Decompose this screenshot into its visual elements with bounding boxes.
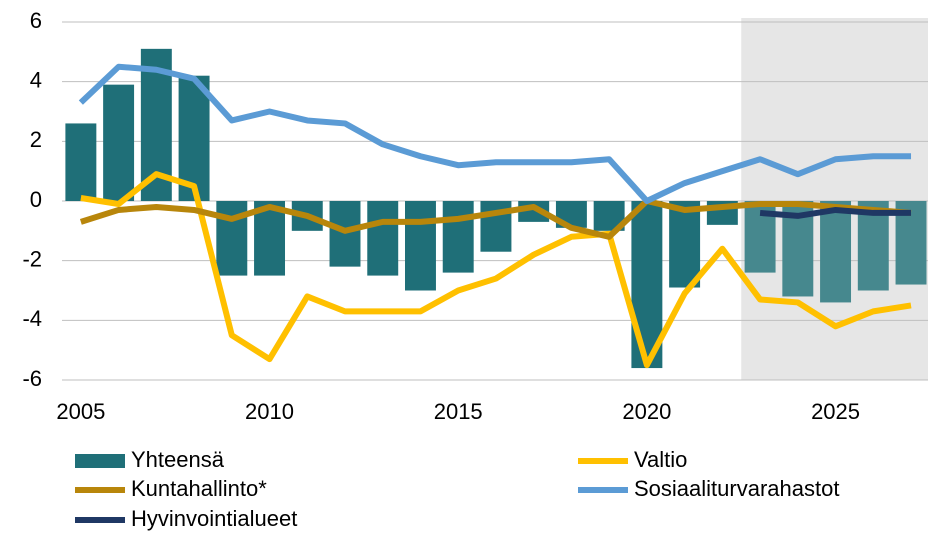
line xyxy=(759,206,912,219)
bar xyxy=(254,201,286,276)
y-tick-label: -6 xyxy=(22,366,42,391)
y-tick-label: -2 xyxy=(22,246,42,271)
bar xyxy=(820,201,852,303)
bar xyxy=(405,201,436,291)
bar xyxy=(669,201,701,288)
bar xyxy=(367,201,399,276)
bar xyxy=(442,201,474,273)
x-tick-label: 2020 xyxy=(622,399,671,424)
forecast-shade xyxy=(741,18,928,380)
bar xyxy=(65,123,97,201)
bar xyxy=(216,201,248,276)
legend-label: Yhteensä xyxy=(131,447,225,472)
bar xyxy=(103,84,135,201)
y-tick-label: 0 xyxy=(30,187,42,212)
line xyxy=(79,198,912,240)
x-tick-label: 2010 xyxy=(245,399,294,424)
line xyxy=(78,63,912,204)
x-tick-label: 2015 xyxy=(434,399,483,424)
x-tick-label: 2025 xyxy=(811,399,860,424)
legend-label: Hyvinvointialueet xyxy=(131,506,297,531)
legend-swatch xyxy=(75,454,125,468)
legend-label: Valtio xyxy=(634,447,687,472)
y-tick-label: 4 xyxy=(30,67,42,92)
y-tick-label: 2 xyxy=(30,127,42,152)
legend-label: Kuntahallinto* xyxy=(131,476,267,501)
line xyxy=(80,171,912,369)
legend-label: Sosiaaliturvarahastot xyxy=(634,476,839,501)
y-tick-label: 6 xyxy=(30,8,42,33)
x-tick-label: 2005 xyxy=(56,399,105,424)
y-tick-label: -4 xyxy=(22,306,42,331)
